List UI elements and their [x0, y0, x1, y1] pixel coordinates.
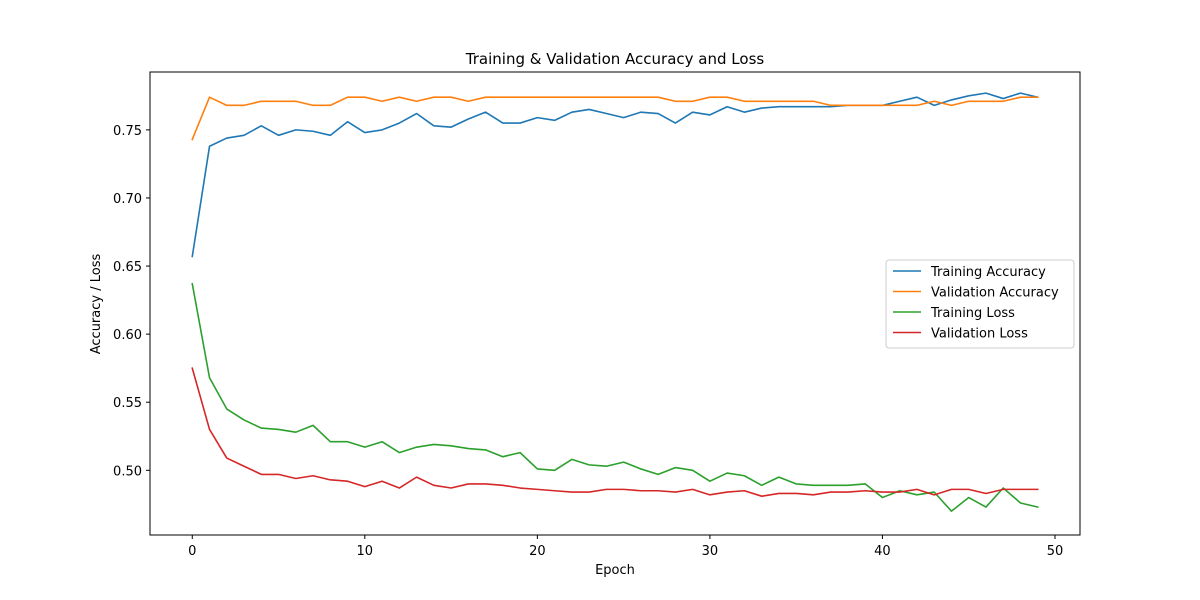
x-axis-label: Epoch	[595, 563, 635, 578]
legend-label: Validation Accuracy	[931, 286, 1059, 301]
legend-label: Training Accuracy	[930, 265, 1046, 280]
legend-label: Training Loss	[930, 306, 1015, 321]
x-tick-label: 20	[529, 544, 546, 559]
x-tick-label: 30	[702, 544, 719, 559]
series-line-validation-loss	[191, 367, 1039, 497]
x-tick-label: 40	[874, 544, 891, 559]
legend-label: Validation Loss	[931, 327, 1028, 342]
y-tick-label: 0.70	[113, 192, 142, 207]
y-tick-label: 0.50	[113, 464, 142, 479]
chart-title: Training & Validation Accuracy and Loss	[465, 50, 765, 68]
plot-area: 0 10 20 30 40 50 0.50 0.55 0.60 0.65 0.70 0.75	[113, 71, 1081, 559]
y-tick-label: 0.65	[113, 260, 142, 275]
plot-frame	[149, 71, 1081, 536]
x-tick-label: 10	[357, 544, 374, 559]
x-tick-label: 50	[1047, 544, 1064, 559]
y-tick-label: 0.55	[113, 396, 142, 411]
x-tick-label: 0	[188, 544, 196, 559]
y-tick-label: 0.75	[113, 124, 142, 139]
legend-box	[885, 259, 1075, 349]
series-line-validation-accuracy	[191, 96, 1039, 141]
series-line-training-accuracy	[191, 92, 1039, 258]
y-axis-label: Accuracy / Loss	[89, 254, 104, 355]
legend: Training Accuracy Validation Accuracy Trai…	[885, 259, 1075, 349]
y-tick-label: 0.60	[113, 328, 142, 343]
